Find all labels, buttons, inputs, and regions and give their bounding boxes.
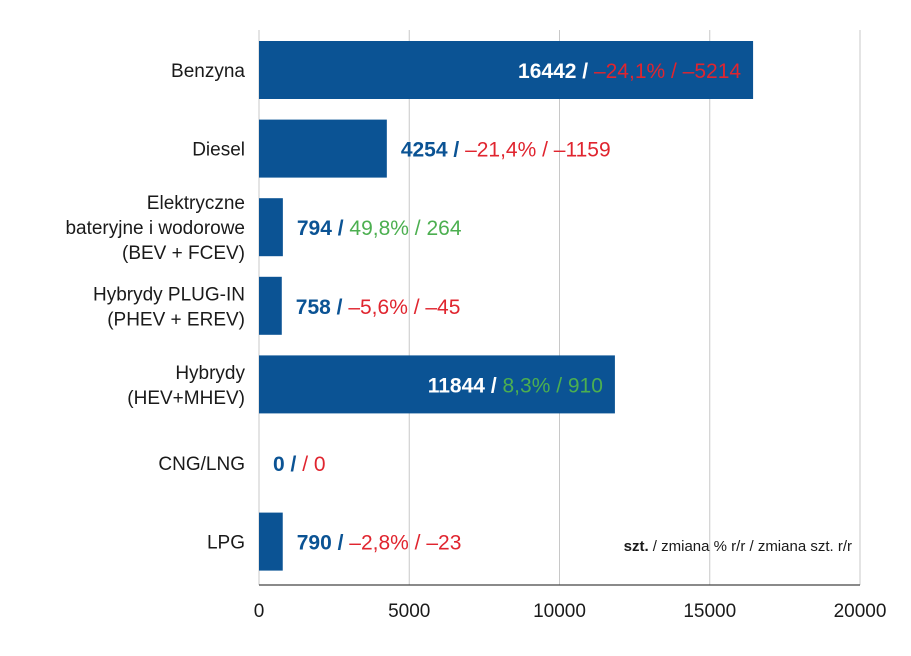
x-tick-label: 10000	[533, 601, 586, 622]
category-label: Hybrydy	[175, 363, 245, 384]
data-labels: 16442 / –24,1% / –5214 4254 / –21,4% / –1…	[273, 60, 741, 555]
bar	[259, 41, 754, 99]
category-label: CNG/LNG	[158, 454, 245, 475]
bar	[259, 512, 283, 571]
category-label: (BEV + FCEV)	[122, 243, 245, 264]
category-label: LPG	[207, 533, 245, 554]
bar	[259, 198, 283, 257]
category-label: Elektryczne	[147, 193, 245, 214]
data-label: 758 / –5,6% / –45	[296, 296, 461, 319]
data-label: 11844 / 8,3% / 910	[428, 374, 603, 397]
category-label: Benzyna	[171, 61, 245, 82]
bar	[259, 119, 387, 178]
category-label: (HEV+MHEV)	[127, 388, 245, 409]
category-label: Hybrydy PLUG-IN	[93, 284, 245, 305]
bar	[259, 355, 615, 414]
x-axis-tick-labels: 0 5000 10000 15000 20000	[254, 601, 887, 622]
bar	[259, 276, 282, 335]
units-note: szt. / zmiana % r/r / zmiana szt. r/r	[624, 538, 852, 555]
category-label: (PHEV + EREV)	[107, 309, 245, 330]
x-tick-label: 0	[254, 601, 265, 622]
data-label: 794 / 49,8% / 264	[297, 217, 462, 240]
category-label: Diesel	[192, 140, 245, 161]
bars	[259, 41, 754, 571]
x-tick-label: 5000	[388, 601, 430, 622]
x-tick-label: 20000	[834, 601, 887, 622]
category-labels: Benzyna Diesel Elektryczne bateryjne i wodo…	[65, 61, 245, 554]
data-label: 0 / / 0	[273, 453, 326, 476]
x-tick-label: 15000	[683, 601, 736, 622]
data-label: 16442 / –24,1% / –5214	[518, 60, 741, 83]
category-label: bateryjne i wodorowe	[65, 218, 245, 239]
data-label: 790 / –2,8% / –23	[297, 532, 462, 555]
data-label: 4254 / –21,4% / –1159	[401, 139, 611, 162]
